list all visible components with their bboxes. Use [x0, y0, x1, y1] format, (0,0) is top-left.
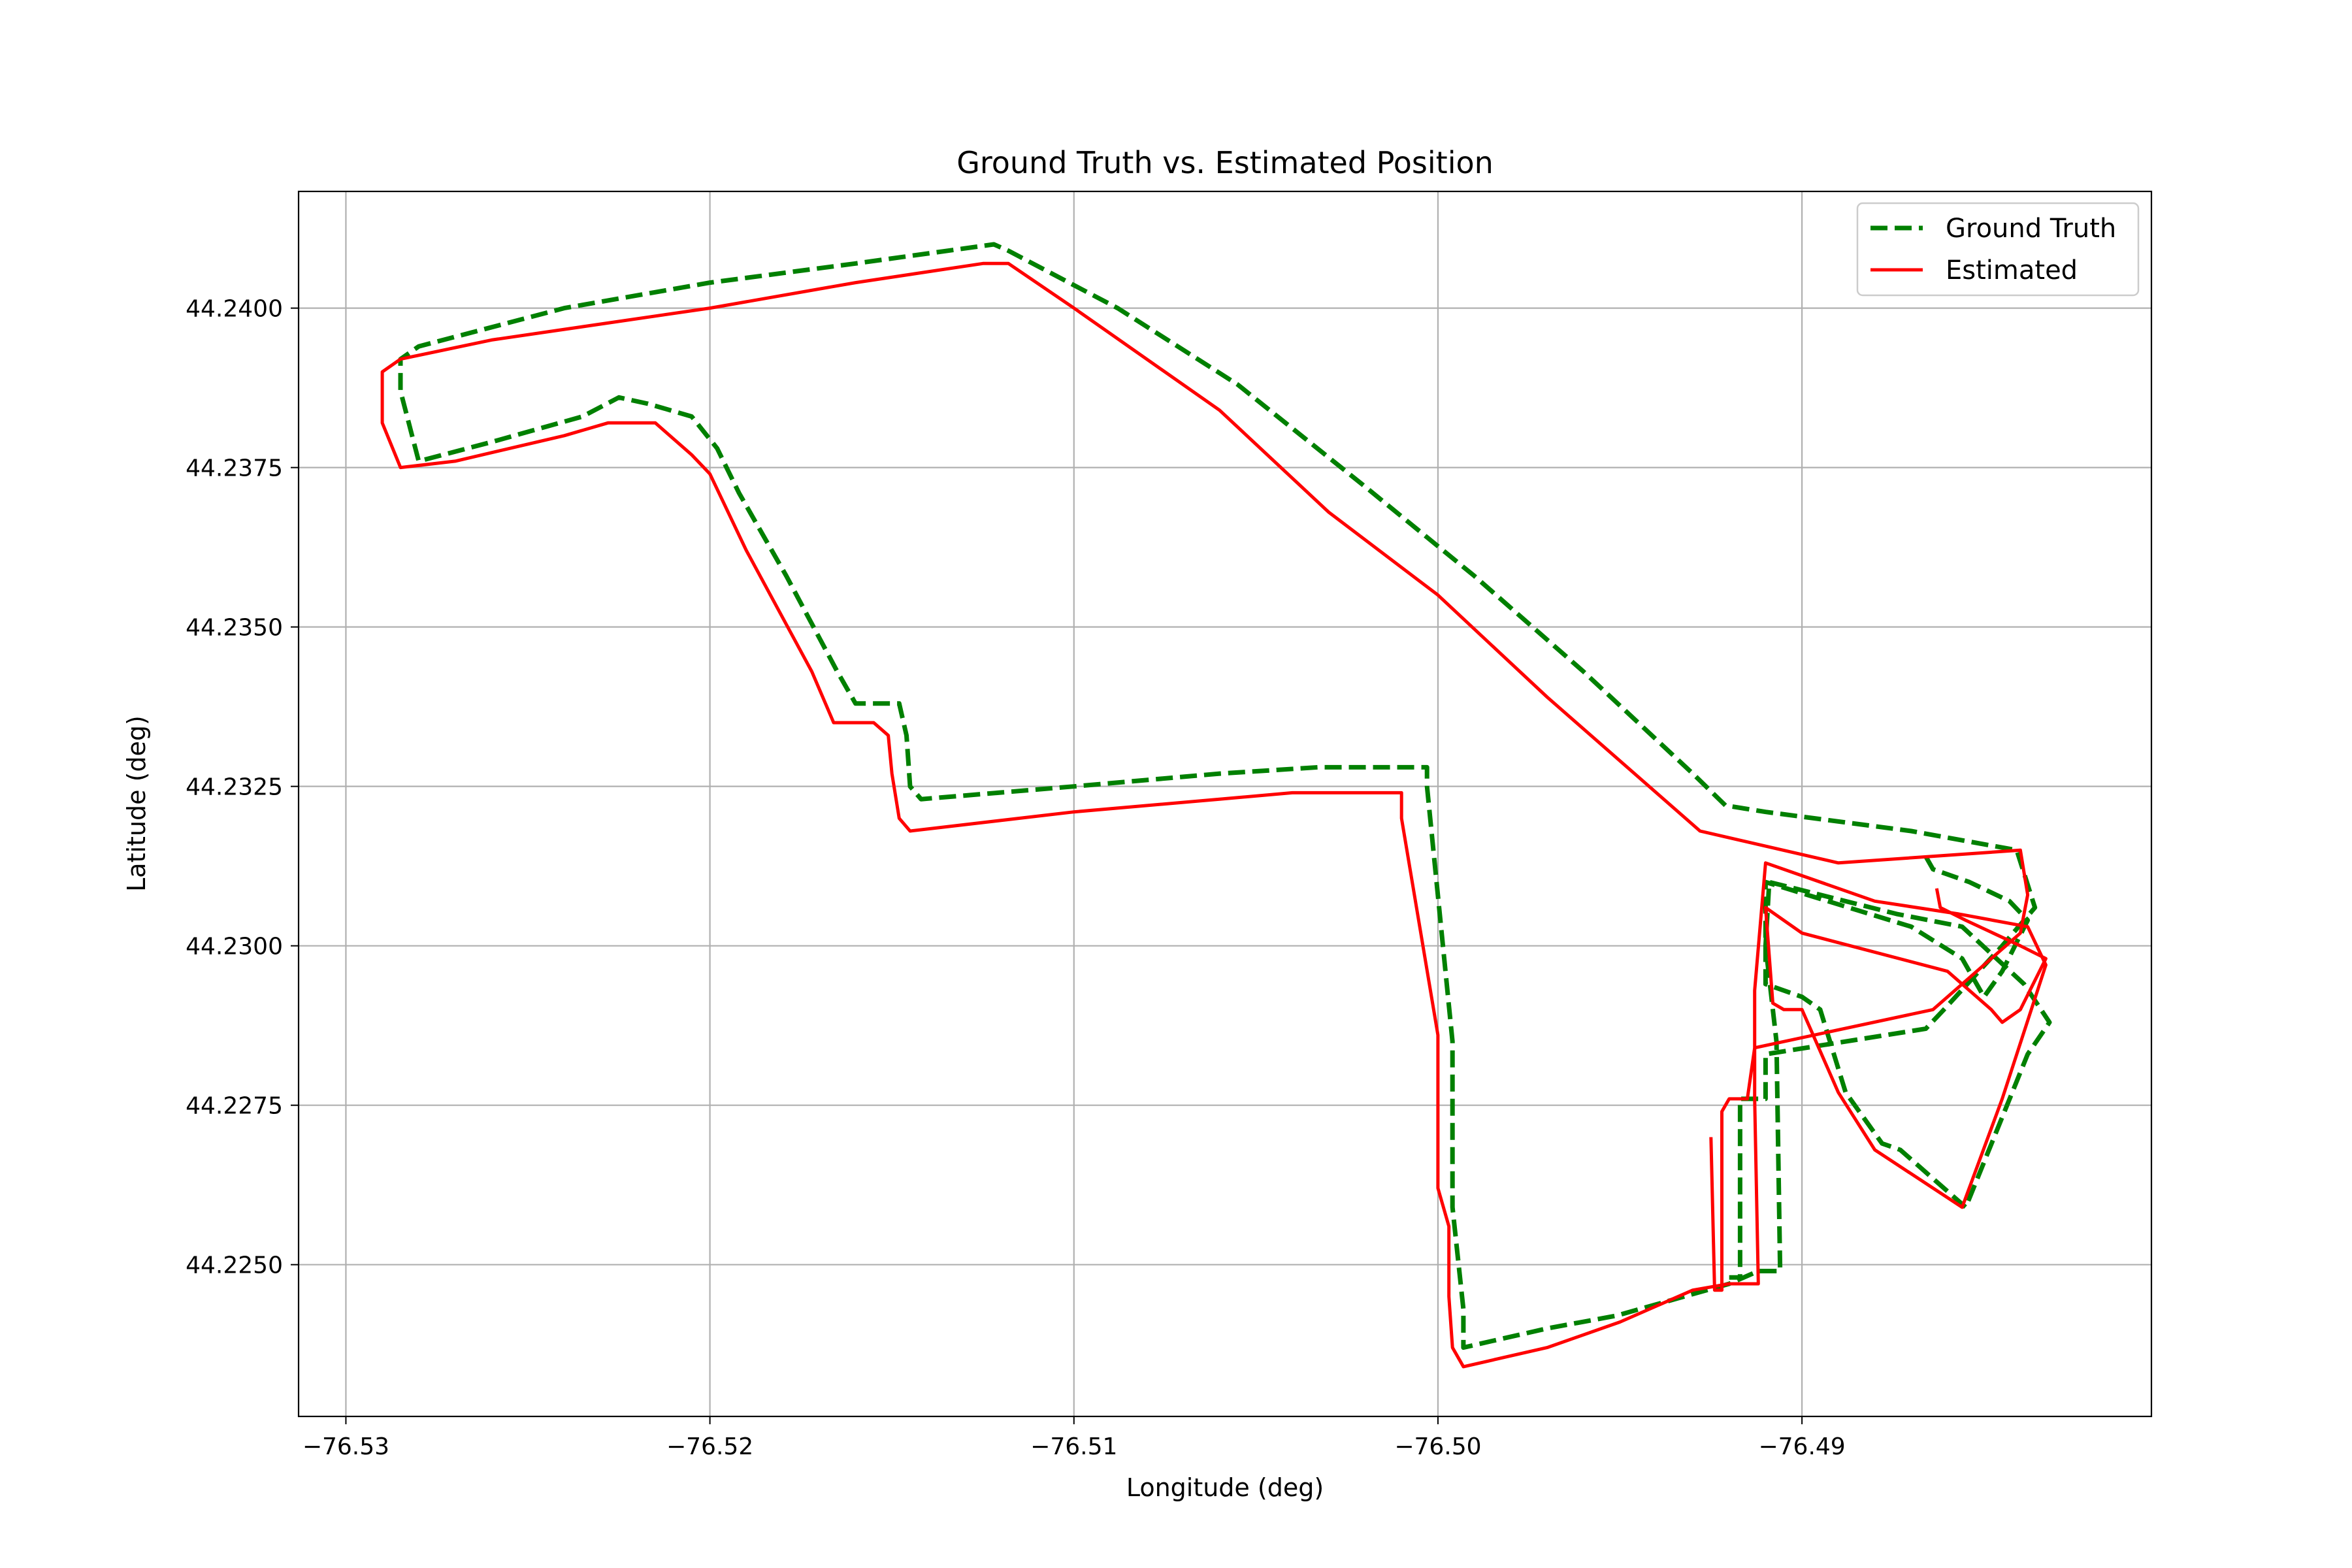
x-tick-label: −76.49 [1758, 1433, 1845, 1460]
y-axis: 44.2250 44.2275 44.2300 44.2325 44.2350 44.23… [186, 296, 299, 1279]
x-tick-label: −76.53 [302, 1433, 389, 1460]
y-tick-label: 44.2400 [186, 296, 283, 323]
x-tick-label: −76.51 [1030, 1433, 1117, 1460]
y-tick-label: 44.2325 [186, 774, 283, 801]
x-axis-label: Longitude (deg) [1126, 1473, 1324, 1502]
y-tick-label: 44.2350 [186, 615, 283, 642]
series-layer [380, 242, 2052, 1369]
plot-frame [297, 190, 2153, 1418]
y-tick-label: 44.2300 [186, 934, 283, 960]
legend-box [1856, 202, 2140, 297]
chart-title: Ground Truth vs. Estimated Position [956, 145, 1494, 180]
series-line-ground-truth [398, 242, 2052, 1350]
y-tick-label: 44.2250 [186, 1252, 283, 1279]
series-line-estimated [380, 261, 2048, 1369]
x-axis: −76.53 −76.52 −76.51 −76.50 −76.49 [302, 1416, 1846, 1460]
x-tick-label: −76.50 [1394, 1433, 1481, 1460]
legend-label-estimated: Estimated [1946, 255, 2078, 286]
legend-label-ground-truth: Ground Truth [1946, 214, 2116, 244]
legend: Ground Truth Estimated [1856, 202, 2140, 297]
y-tick-label: 44.2275 [186, 1093, 283, 1120]
grid [299, 191, 2151, 1416]
y-tick-label: 44.2375 [186, 455, 283, 482]
y-axis-label: Latitude (deg) [122, 715, 151, 892]
x-tick-label: −76.52 [666, 1433, 753, 1460]
